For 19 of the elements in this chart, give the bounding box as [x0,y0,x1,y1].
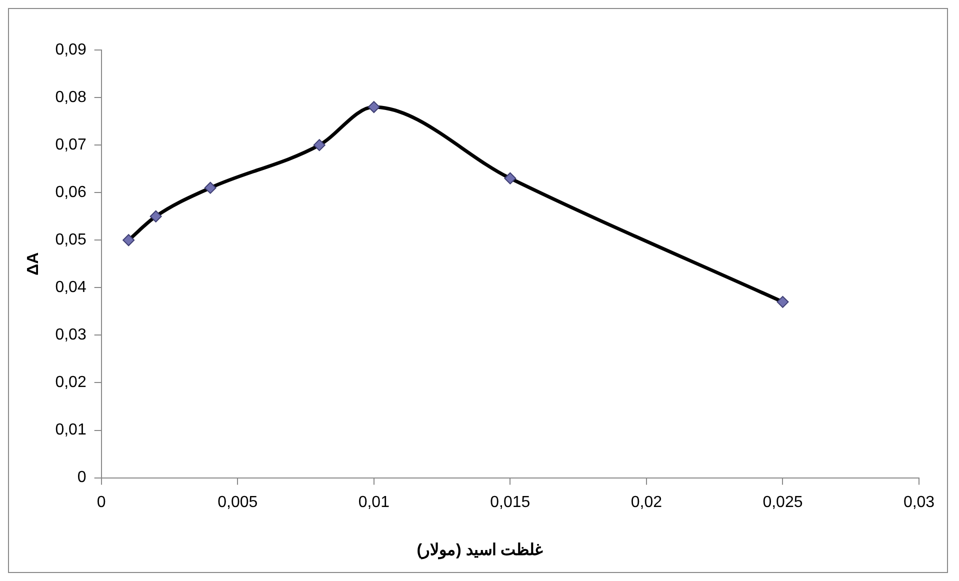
x-tick-label: 0,03 [903,494,935,511]
x-axis-title: غلظت اسید (مولار) [416,541,544,560]
x-tick-label: 0 [96,494,106,511]
x-tick-label: 0,005 [218,494,258,511]
y-tick-label: 0 [77,469,86,486]
y-axis-title: ΔA [25,252,42,276]
y-tick-label: 0,01 [55,422,86,439]
y-tick-label: 0,02 [55,374,86,392]
y-tick-label: 0,03 [55,326,86,344]
y-tick-label: 0,08 [55,88,86,106]
y-tick-label: 0,05 [55,232,86,249]
x-tick-label: 0,015 [490,494,530,511]
y-tick-label: 0,04 [55,279,86,296]
y-tick-label: 0,07 [55,136,86,154]
x-tick-label: 0,025 [762,494,803,511]
x-tick-label: 0,02 [630,494,662,511]
x-tick-label: 0,01 [358,494,390,511]
y-tick-label: 0,06 [55,184,86,202]
y-tick-label: 0,09 [55,41,86,58]
